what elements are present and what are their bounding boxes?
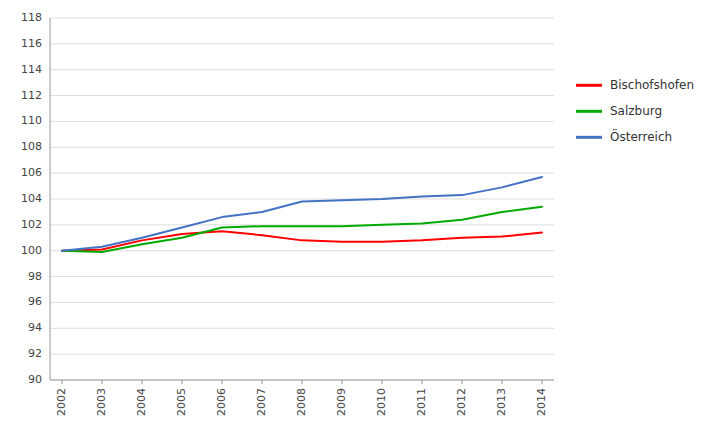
grid-line — [50, 173, 554, 174]
grid-line — [50, 43, 554, 44]
legend: Bischofshofen Salzburg Österreich — [576, 78, 694, 144]
grid-line — [50, 69, 554, 70]
grid-line — [50, 95, 554, 96]
y-tick-label: 102 — [21, 218, 42, 231]
x-tick — [302, 380, 303, 384]
series-line — [62, 177, 542, 251]
y-tick-label: 104 — [21, 192, 42, 205]
grid-line — [50, 199, 554, 200]
x-axis: 2002 2003 2004 2005 2006 2007 2008 2009 2010 2011… — [50, 380, 554, 416]
series-line — [62, 207, 542, 252]
y-tick-label: 92 — [28, 347, 42, 360]
y-tick-label: 114 — [21, 63, 42, 76]
x-tick-label: 2003 — [95, 388, 108, 416]
x-tick — [542, 380, 543, 384]
grid-line — [50, 302, 554, 303]
chart-svg: 90 92 94 96 98 100 102 104 106 108 110 112 114 116 118… — [0, 0, 714, 432]
y-tick-label: 118 — [21, 11, 42, 24]
legend-swatch — [576, 110, 602, 113]
grid-line — [50, 354, 554, 355]
legend-swatch — [576, 136, 602, 139]
x-tick-label: 2010 — [375, 388, 388, 416]
x-tick — [182, 380, 183, 384]
legend-label: Bischofshofen — [610, 78, 694, 92]
grid-line — [50, 147, 554, 148]
plot-area — [62, 177, 542, 252]
grid-line — [50, 328, 554, 329]
y-tick-label: 96 — [28, 295, 42, 308]
x-tick-label: 2006 — [215, 388, 228, 416]
x-tick-label: 2004 — [135, 388, 148, 416]
x-tick-label: 2008 — [295, 388, 308, 416]
y-tick-label: 112 — [21, 89, 42, 102]
x-tick-label: 2002 — [55, 388, 68, 416]
y-axis-line — [50, 18, 51, 380]
legend-swatch — [576, 84, 602, 87]
x-tick-label: 2013 — [495, 388, 508, 416]
x-tick — [462, 380, 463, 384]
x-tick-label: 2007 — [255, 388, 268, 416]
y-tick-label: 110 — [21, 114, 42, 127]
x-tick — [222, 380, 223, 384]
x-tick — [382, 380, 383, 384]
grid-line — [50, 18, 554, 19]
grid-line — [50, 121, 554, 122]
x-tick-label: 2014 — [535, 388, 548, 416]
x-tick — [342, 380, 343, 384]
x-tick — [102, 380, 103, 384]
chart-container: 90 92 94 96 98 100 102 104 106 108 110 112 114 116 118… — [0, 0, 714, 432]
x-tick-label: 2011 — [415, 388, 428, 416]
y-tick-label: 98 — [28, 270, 42, 283]
y-axis: 90 92 94 96 98 100 102 104 106 108 110 112 114 116 118 — [21, 11, 554, 386]
y-tick-label: 116 — [21, 37, 42, 50]
y-tick-label: 106 — [21, 166, 42, 179]
grid-line — [50, 250, 554, 251]
x-tick-label: 2005 — [175, 388, 188, 416]
y-tick-label: 100 — [21, 244, 42, 257]
series-line — [62, 231, 542, 250]
y-tick-label: 108 — [21, 140, 42, 153]
x-tick — [422, 380, 423, 384]
x-tick — [62, 380, 63, 384]
grid-line — [50, 276, 554, 277]
x-tick — [262, 380, 263, 384]
legend-label: Salzburg — [610, 104, 662, 118]
x-tick-label: 2009 — [335, 388, 348, 416]
x-tick-label: 2012 — [455, 388, 468, 416]
legend-label: Österreich — [610, 128, 672, 144]
x-tick — [502, 380, 503, 384]
x-tick — [142, 380, 143, 384]
y-tick-label: 90 — [28, 373, 42, 386]
y-tick-label: 94 — [28, 321, 42, 334]
